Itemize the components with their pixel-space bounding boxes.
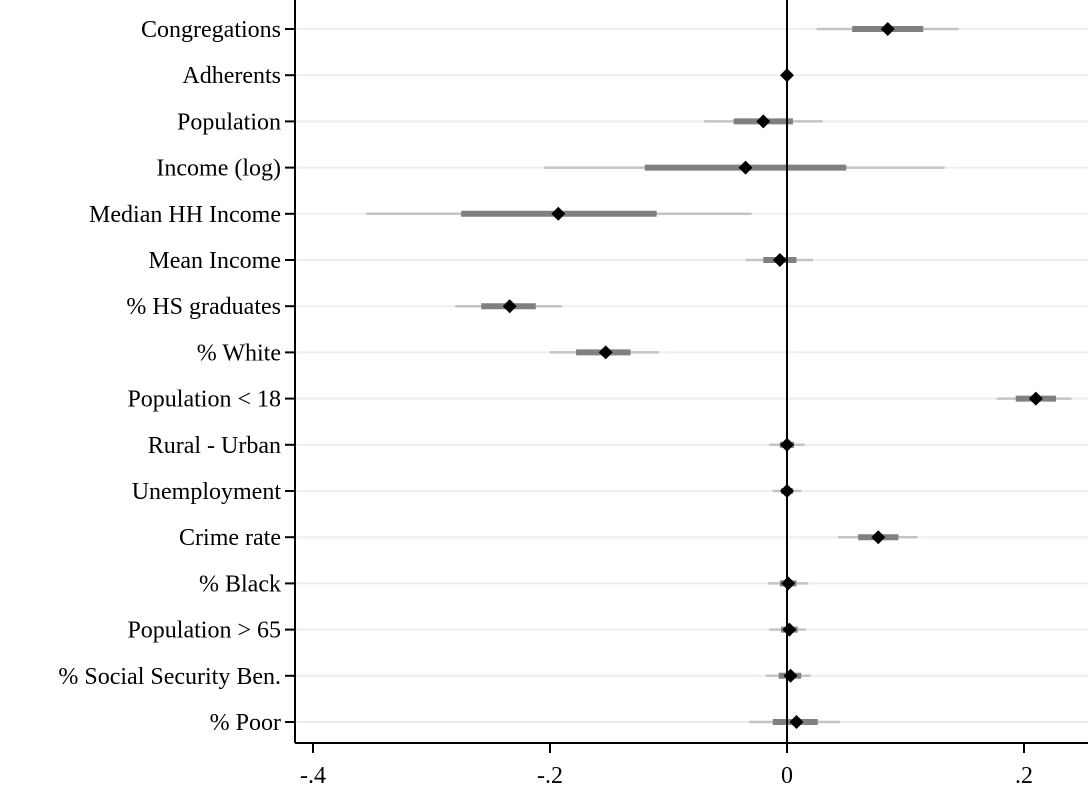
- category-label: Population > 65: [127, 618, 281, 644]
- x-tick-label: .2: [1015, 763, 1033, 789]
- category-label: % Black: [199, 571, 281, 597]
- confidence-intervals-inner: [461, 26, 1056, 725]
- category-label: Income (log): [156, 156, 281, 182]
- point-estimate-marker: [551, 206, 566, 221]
- category-label: Population: [177, 109, 281, 135]
- point-estimate-marker: [781, 576, 796, 591]
- point-estimate-marker: [880, 22, 895, 36]
- point-estimate-marker: [502, 299, 517, 314]
- category-label: Mean Income: [148, 248, 281, 274]
- category-label: % White: [197, 340, 281, 366]
- category-label: Population < 18: [127, 387, 281, 413]
- point-estimate-marker: [783, 668, 798, 683]
- point-estimate-marker: [1028, 391, 1043, 406]
- category-label: % HS graduates: [126, 294, 281, 320]
- point-estimate-marker: [789, 715, 804, 729]
- confidence-intervals-outer: [366, 27, 1072, 724]
- x-tick-label: -.4: [300, 763, 326, 789]
- point-estimate-marker: [756, 114, 771, 129]
- gridlines: [295, 28, 1088, 723]
- point-estimate-marker: [780, 437, 794, 452]
- category-label: Unemployment: [132, 479, 282, 505]
- point-estimate-marker: [780, 484, 794, 498]
- category-label: Rural - Urban: [148, 433, 281, 459]
- category-label: % Social Security Ben.: [58, 664, 281, 690]
- point-estimate-marker: [738, 160, 753, 175]
- point-estimate-marker: [871, 530, 886, 545]
- category-labels: Congregations Adherents Population Income (…: [58, 17, 295, 736]
- x-tick-label: 0: [781, 763, 793, 789]
- category-label: Median HH Income: [89, 202, 281, 228]
- category-label: Adherents: [182, 63, 281, 89]
- x-tick-label: -.2: [537, 763, 563, 789]
- category-label: Crime rate: [179, 525, 281, 551]
- category-label: Congregations: [141, 17, 281, 43]
- point-estimate-marker: [772, 253, 787, 267]
- x-ticks: -.4 -.2 0 .2: [300, 743, 1033, 789]
- point-estimate-marker: [782, 622, 797, 637]
- point-estimates: [502, 22, 1043, 729]
- axes: [294, 0, 1088, 744]
- point-estimate-marker: [598, 345, 613, 360]
- category-label: % Poor: [210, 710, 281, 736]
- point-estimate-marker: [780, 68, 794, 83]
